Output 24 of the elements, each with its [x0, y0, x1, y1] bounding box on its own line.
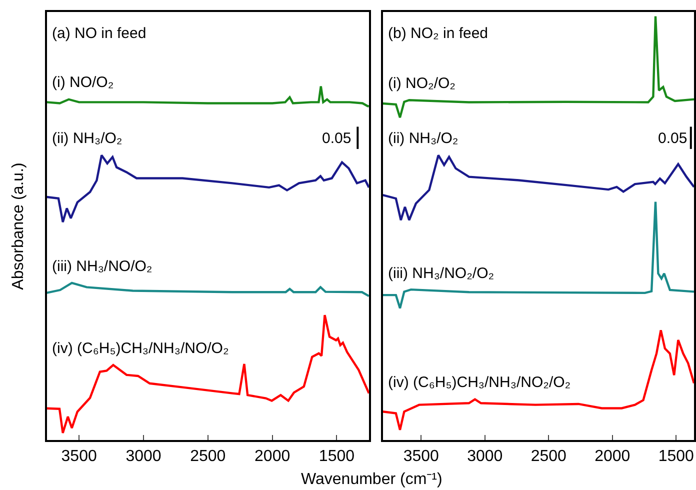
x-tick-label: 3500 [61, 448, 97, 466]
series-label: (ii) NH₃/O₂ [388, 130, 458, 147]
series-label: (i) NO/O₂ [52, 74, 114, 91]
x-tick-label: 2000 [594, 448, 630, 466]
series-label: (i) NO₂/O₂ [388, 75, 456, 92]
series-label: (iv) (C₆H₅)CH₃/NH₃/NO₂/O₂ [388, 374, 571, 391]
x-tick-label: 3500 [403, 448, 440, 466]
x-tick-label: 1500 [318, 448, 355, 466]
series-label: (iii) NH₃/NO/O₂ [52, 258, 152, 275]
annotation: 0.05 [322, 130, 352, 147]
x-tick-label: 2000 [254, 448, 290, 466]
chart-title: (a) NO in feed [52, 25, 146, 42]
x-axis-title: Wavenumber (cm⁻¹) [301, 471, 442, 488]
x-tick-label: 2500 [190, 448, 226, 466]
series-label: (iii) NH₃/NO₂/O₂ [388, 265, 494, 282]
x-tick-label: 3000 [467, 448, 503, 466]
x-tick-label: 2500 [530, 448, 567, 466]
x-tick-label: 3000 [126, 448, 162, 466]
annotation: 0.05 [658, 130, 688, 147]
text: (b) NO₂ in feed [388, 25, 488, 42]
series-label: (iv) (C₆H₅)CH₃/NH₃/NO/O₂ [52, 340, 229, 357]
series-label: (ii) NH₃/O₂ [52, 130, 122, 147]
y-axis-title: Absorbance (a.u.) [10, 162, 27, 290]
x-tick-label: 1500 [658, 448, 694, 466]
